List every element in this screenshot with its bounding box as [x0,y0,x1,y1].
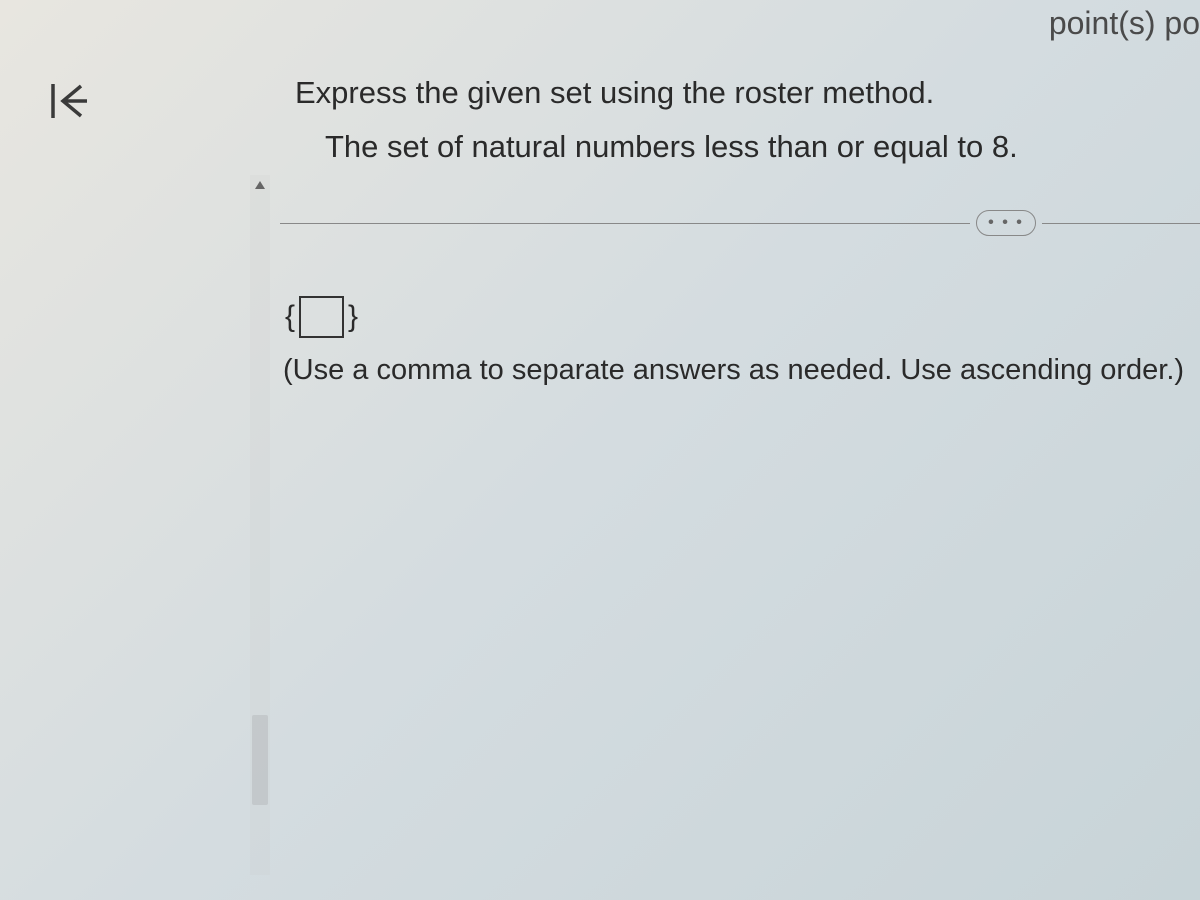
answer-row: { } [285,296,1200,338]
question-prompt-line1: Express the given set using the roster m… [295,75,1200,111]
divider-line-left [280,223,970,224]
open-brace: { [285,300,295,334]
collapse-left-icon [43,76,93,126]
question-prompt-line2: The set of natural numbers less than or … [325,129,1200,165]
chevron-up-icon [254,180,266,190]
close-brace: } [348,300,358,334]
scrollbar-thumb[interactable] [252,715,268,805]
set-answer-input[interactable] [299,296,344,338]
question-content: Express the given set using the roster m… [295,55,1200,900]
scrollbar-up-button[interactable] [250,177,270,193]
divider-line-right [1042,223,1200,224]
answer-instruction: (Use a comma to separate answers as need… [283,354,1200,387]
collapse-panel-button[interactable] [35,68,100,133]
section-divider: • • • [280,210,1200,236]
more-options-button[interactable]: • • • [976,210,1036,236]
points-label-fragment: point(s) po [1049,5,1200,42]
vertical-scrollbar[interactable] [250,175,270,875]
